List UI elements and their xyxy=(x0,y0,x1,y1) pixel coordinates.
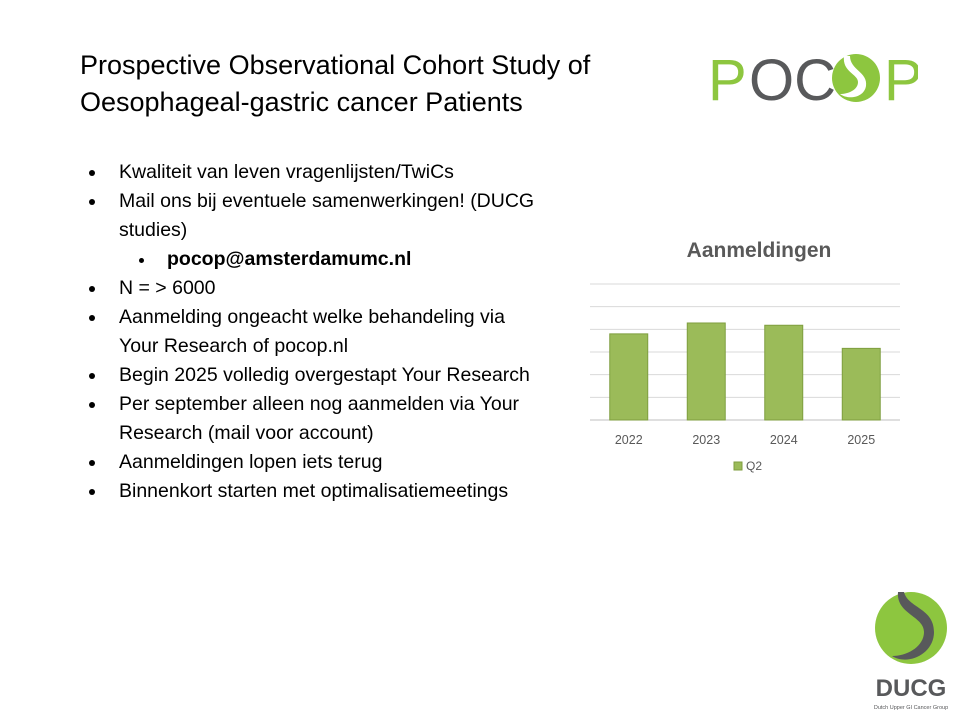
chart-x-tick-label: 2023 xyxy=(692,433,720,447)
bullet-text: Aanmelding ongeacht welke behandeling vi… xyxy=(119,306,505,357)
bullet-text: Mail ons bij eventuele samenwerkingen! (… xyxy=(119,190,535,241)
chart-bar xyxy=(686,322,726,421)
ducg-logo: DUCG Dutch Upper GI Cancer Group xyxy=(874,592,948,711)
bullet-list: Kwaliteit van leven vragenlijsten/TwiCs … xyxy=(87,158,537,506)
bullet-text: Aanmeldingen lopen iets terug xyxy=(119,451,383,473)
pocop-logo-p2: P xyxy=(884,50,918,106)
bullet-item: N = > 6000 xyxy=(87,274,537,303)
bullet-dot xyxy=(89,402,95,408)
bullet-dot xyxy=(89,373,95,379)
chart-bar xyxy=(764,324,804,421)
bullet-dot xyxy=(89,489,95,495)
bullet-item: Aanmeldingen lopen iets terug xyxy=(87,448,537,477)
chart-legend-swatch xyxy=(733,461,743,471)
chart-bar xyxy=(609,333,649,421)
registrations-bar-chart: Aanmeldingen 2022 2023 2024 2025 Q2 xyxy=(590,239,900,473)
bullet-item: Begin 2025 volledig overgestapt Your Res… xyxy=(87,361,537,390)
bullet-item: Mail ons bij eventuele samenwerkingen! (… xyxy=(87,187,537,245)
bullet-text: Per september alleen nog aanmelden via Y… xyxy=(119,393,520,444)
pocop-logo: P OC P xyxy=(708,50,918,106)
pocop-logo-oc: OC xyxy=(749,50,836,106)
bullet-text: N = > 6000 xyxy=(119,277,216,299)
bullet-dot xyxy=(139,258,144,263)
bullet-text: Kwaliteit van leven vragenlijsten/TwiCs xyxy=(119,161,454,183)
slide-title: Prospective Observational Cohort Study o… xyxy=(80,47,680,121)
chart-x-tick-label: 2022 xyxy=(615,433,643,447)
bullet-text: Begin 2025 volledig overgestapt Your Res… xyxy=(119,364,530,386)
bullet-item: Aanmelding ongeacht welke behandeling vi… xyxy=(87,303,537,361)
bullet-dot xyxy=(89,460,95,466)
bullet-dot xyxy=(89,315,95,321)
chart-title: Aanmeldingen xyxy=(687,239,832,262)
bullet-text: Binnenkort starten met optimalisatiemeet… xyxy=(119,480,509,502)
chart-x-tick-label: 2024 xyxy=(770,433,798,447)
chart-bar xyxy=(841,347,881,421)
ducg-stomach-icon xyxy=(875,592,947,664)
pocop-logo-p1: P xyxy=(708,50,747,106)
bullet-item: Kwaliteit van leven vragenlijsten/TwiCs xyxy=(87,158,537,187)
bullet-dot xyxy=(89,286,95,292)
chart-legend-label: Q2 xyxy=(746,459,762,473)
title-line-2: Oesophageal-gastric cancer Patients xyxy=(80,87,523,117)
bullet-item: Per september alleen nog aanmelden via Y… xyxy=(87,390,537,448)
stomach-icon xyxy=(832,54,880,102)
bullet-subitem-email: pocop@amsterdamumc.nl xyxy=(87,245,537,274)
chart-x-tick-label: 2025 xyxy=(847,433,875,447)
bullet-dot xyxy=(89,199,95,205)
email-text[interactable]: pocop@amsterdamumc.nl xyxy=(167,248,412,270)
bullet-dot xyxy=(89,170,95,176)
bullet-item: Binnenkort starten met optimalisatiemeet… xyxy=(87,477,537,506)
ducg-tagline: Dutch Upper GI Cancer Group xyxy=(874,705,948,711)
title-line-1: Prospective Observational Cohort Study o… xyxy=(80,50,591,80)
ducg-logo-text: DUCG xyxy=(876,675,947,702)
